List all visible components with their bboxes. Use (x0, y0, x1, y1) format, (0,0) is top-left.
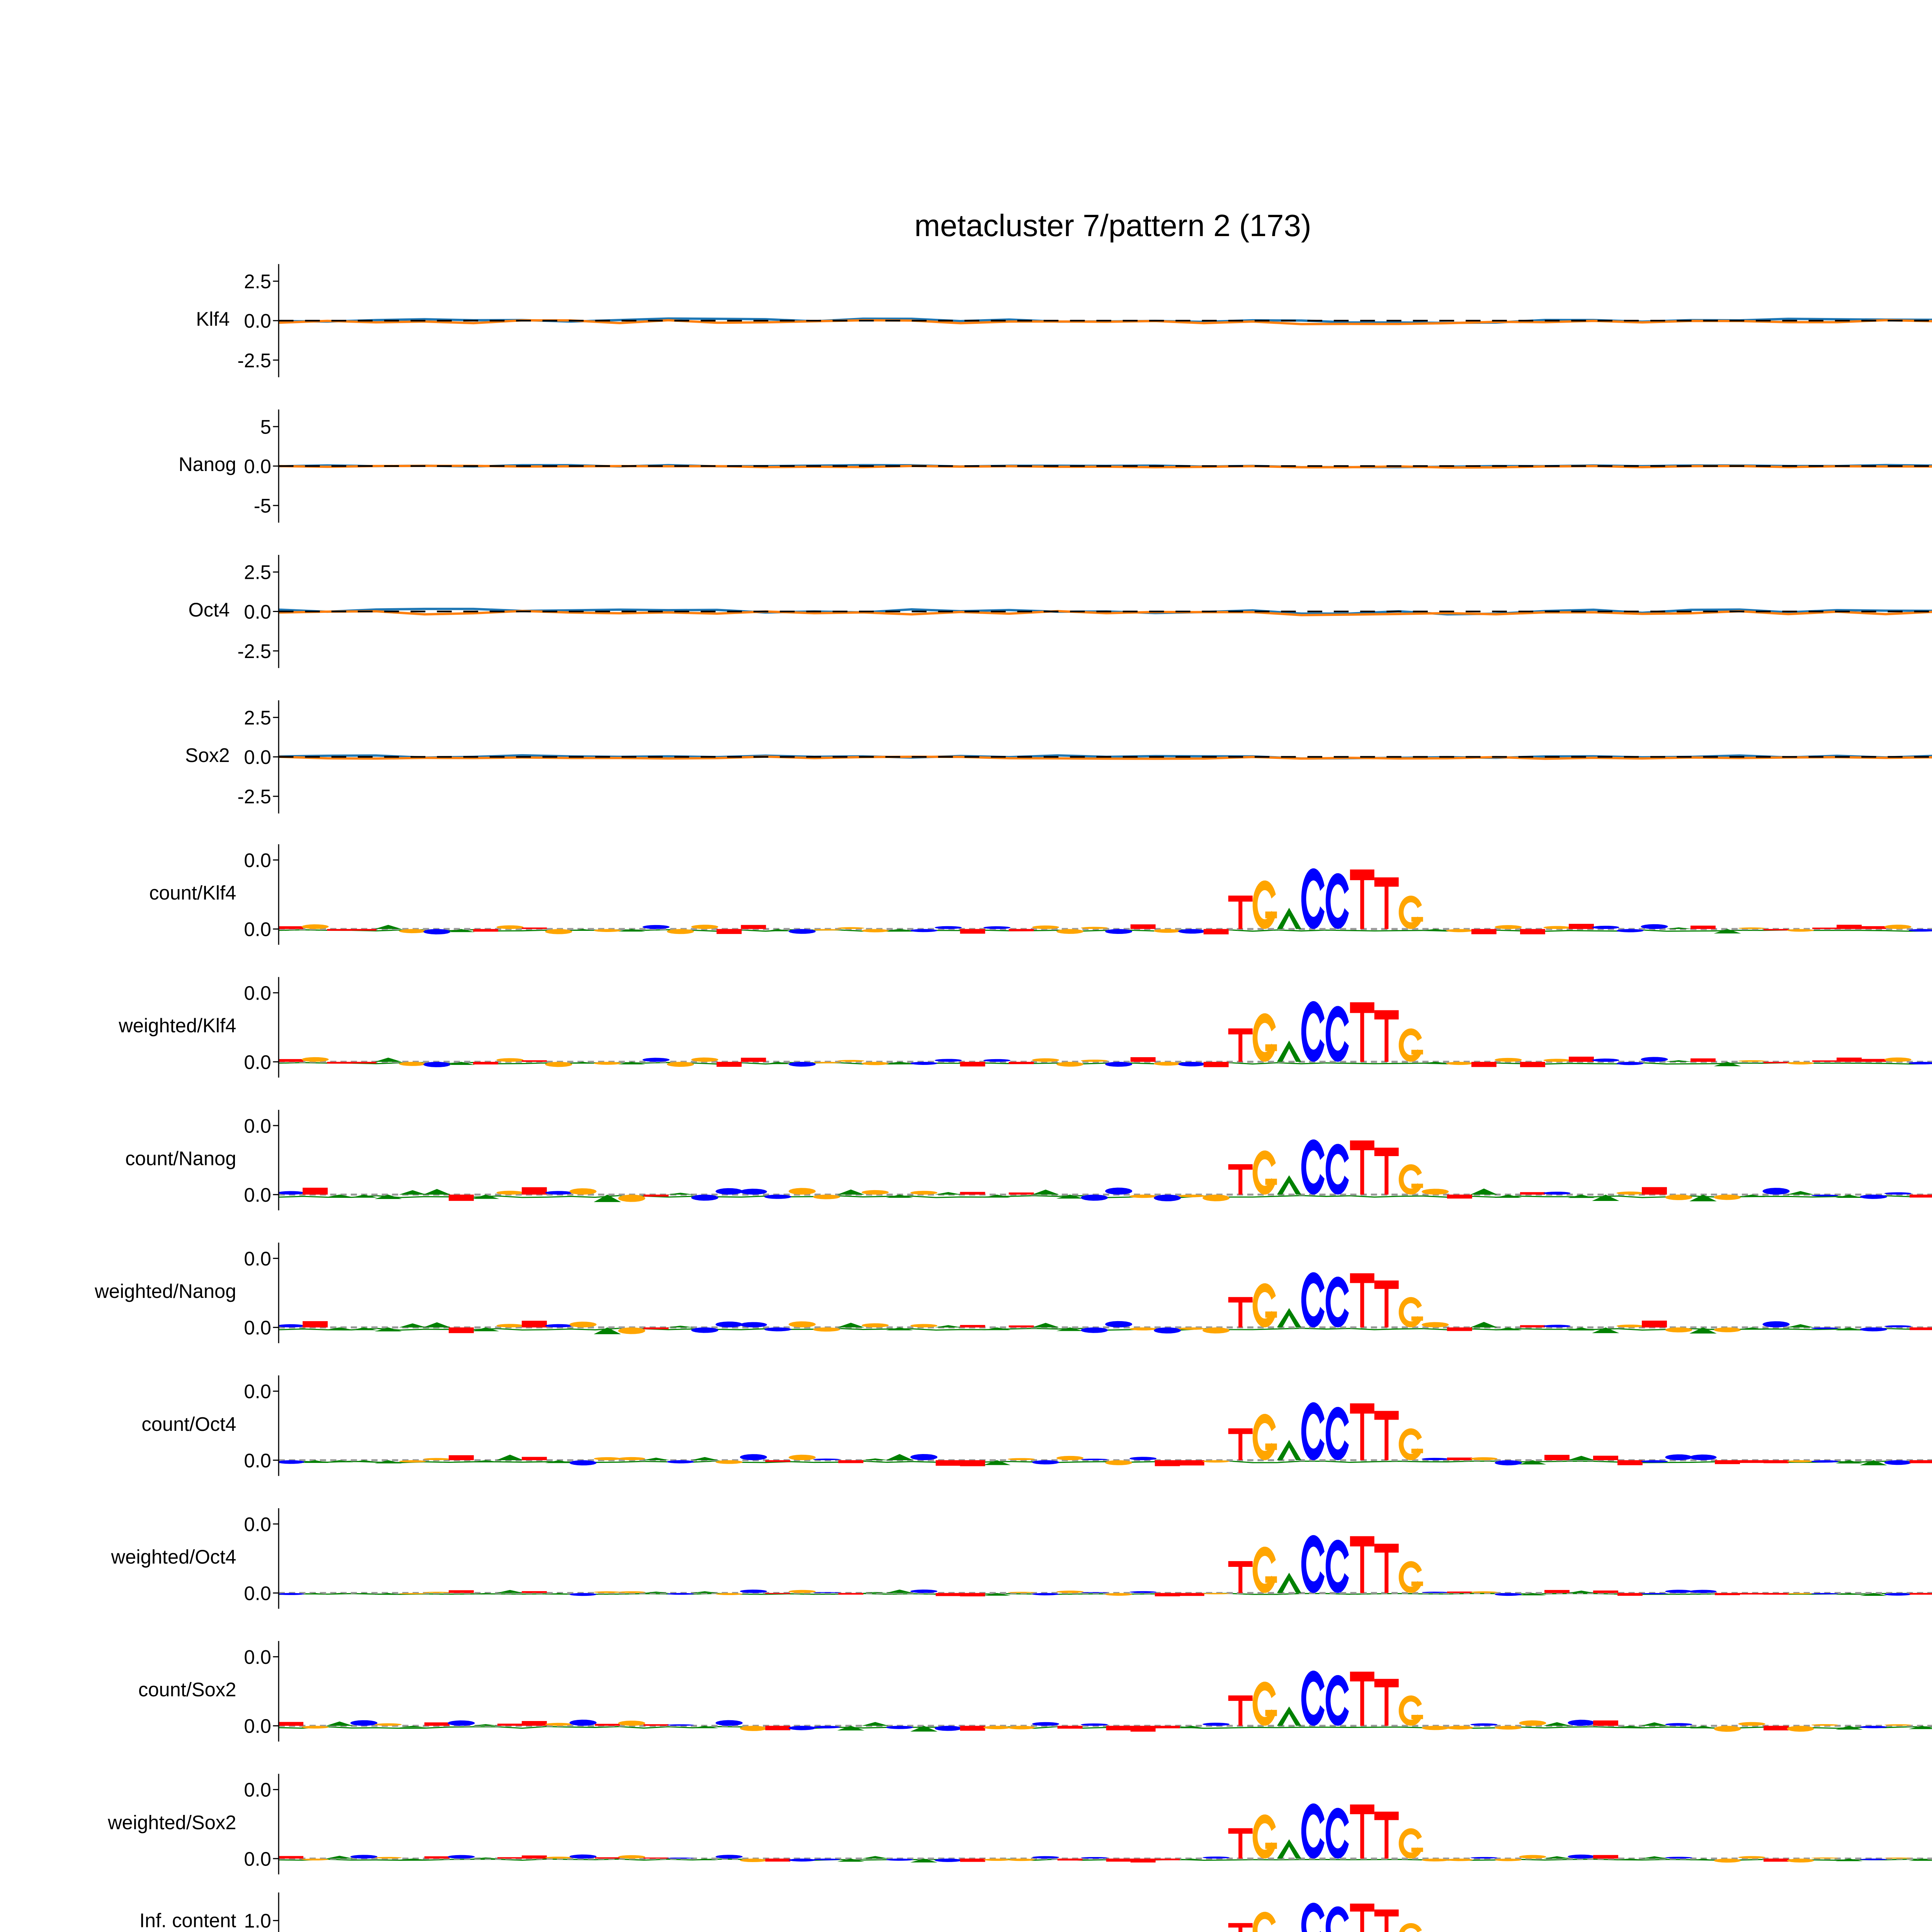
svg-text:0.0: 0.0 (244, 918, 271, 940)
svg-text:0.0: 0.0 (244, 1184, 271, 1206)
svg-text:-5: -5 (254, 495, 271, 517)
svg-text:0.0: 0.0 (244, 1381, 271, 1403)
svg-text:Sox2: Sox2 (185, 744, 230, 766)
svg-text:0.0: 0.0 (244, 1051, 271, 1073)
svg-text:0.0: 0.0 (244, 1317, 271, 1339)
svg-text:1.0: 1.0 (244, 1910, 271, 1932)
svg-text:weighted/Sox2: weighted/Sox2 (107, 1811, 236, 1833)
svg-text:-2.5: -2.5 (238, 786, 271, 808)
svg-text:0.0: 0.0 (244, 1248, 271, 1270)
svg-text:0.0: 0.0 (244, 746, 271, 768)
svg-text:2.5: 2.5 (244, 270, 271, 293)
svg-text:0.0: 0.0 (244, 310, 271, 332)
svg-text:count/Nanog: count/Nanog (125, 1147, 236, 1169)
svg-text:Klf4: Klf4 (196, 308, 230, 330)
svg-text:-2.5: -2.5 (238, 640, 271, 662)
svg-text:Oct4: Oct4 (189, 599, 230, 621)
svg-text:0.0: 0.0 (244, 1449, 271, 1471)
svg-text:0.0: 0.0 (244, 1779, 271, 1801)
svg-text:0.0: 0.0 (244, 1715, 271, 1737)
svg-text:weighted/Nanog: weighted/Nanog (94, 1280, 236, 1302)
svg-text:0.0: 0.0 (244, 601, 271, 623)
svg-text:0.0: 0.0 (244, 1646, 271, 1668)
svg-text:0.0: 0.0 (244, 982, 271, 1004)
svg-text:count/Oct4: count/Oct4 (141, 1413, 236, 1435)
svg-text:5: 5 (260, 416, 271, 438)
svg-text:0.0: 0.0 (244, 1582, 271, 1604)
svg-text:metacluster 7/patte: metacluster 7/pattern 2 (173) (914, 208, 1311, 243)
svg-text:Nanog: Nanog (179, 453, 236, 475)
svg-text:0.0: 0.0 (244, 1115, 271, 1137)
svg-text:0.0: 0.0 (244, 1513, 271, 1535)
svg-text:2.5: 2.5 (244, 707, 271, 729)
svg-text:count/Klf4: count/Klf4 (149, 882, 236, 904)
svg-text:0.0: 0.0 (244, 456, 271, 478)
svg-text:2.5: 2.5 (244, 561, 271, 583)
svg-text:0.0: 0.0 (244, 1848, 271, 1870)
svg-text:0.0: 0.0 (244, 849, 271, 871)
svg-text:weighted/Klf4: weighted/Klf4 (118, 1015, 236, 1037)
svg-text:weighted/Oct4: weighted/Oct4 (111, 1546, 236, 1568)
svg-text:Inf. content: Inf. content (139, 1910, 236, 1932)
svg-text:count/Sox2: count/Sox2 (138, 1679, 236, 1701)
svg-text:-2.5: -2.5 (238, 349, 271, 371)
